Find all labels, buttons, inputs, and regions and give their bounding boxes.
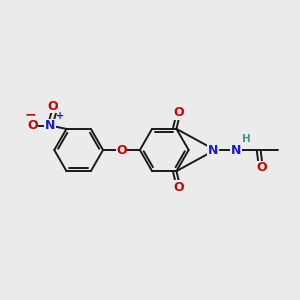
Text: N: N	[208, 143, 218, 157]
Text: O: O	[173, 181, 184, 194]
Text: O: O	[47, 100, 58, 113]
Text: N: N	[231, 143, 242, 157]
Text: +: +	[56, 111, 64, 122]
Text: H: H	[242, 134, 251, 144]
Text: O: O	[116, 143, 127, 157]
Text: −: −	[25, 108, 36, 122]
Text: N: N	[45, 119, 55, 132]
Text: O: O	[257, 161, 267, 174]
Text: O: O	[27, 119, 38, 132]
Text: O: O	[173, 106, 184, 119]
